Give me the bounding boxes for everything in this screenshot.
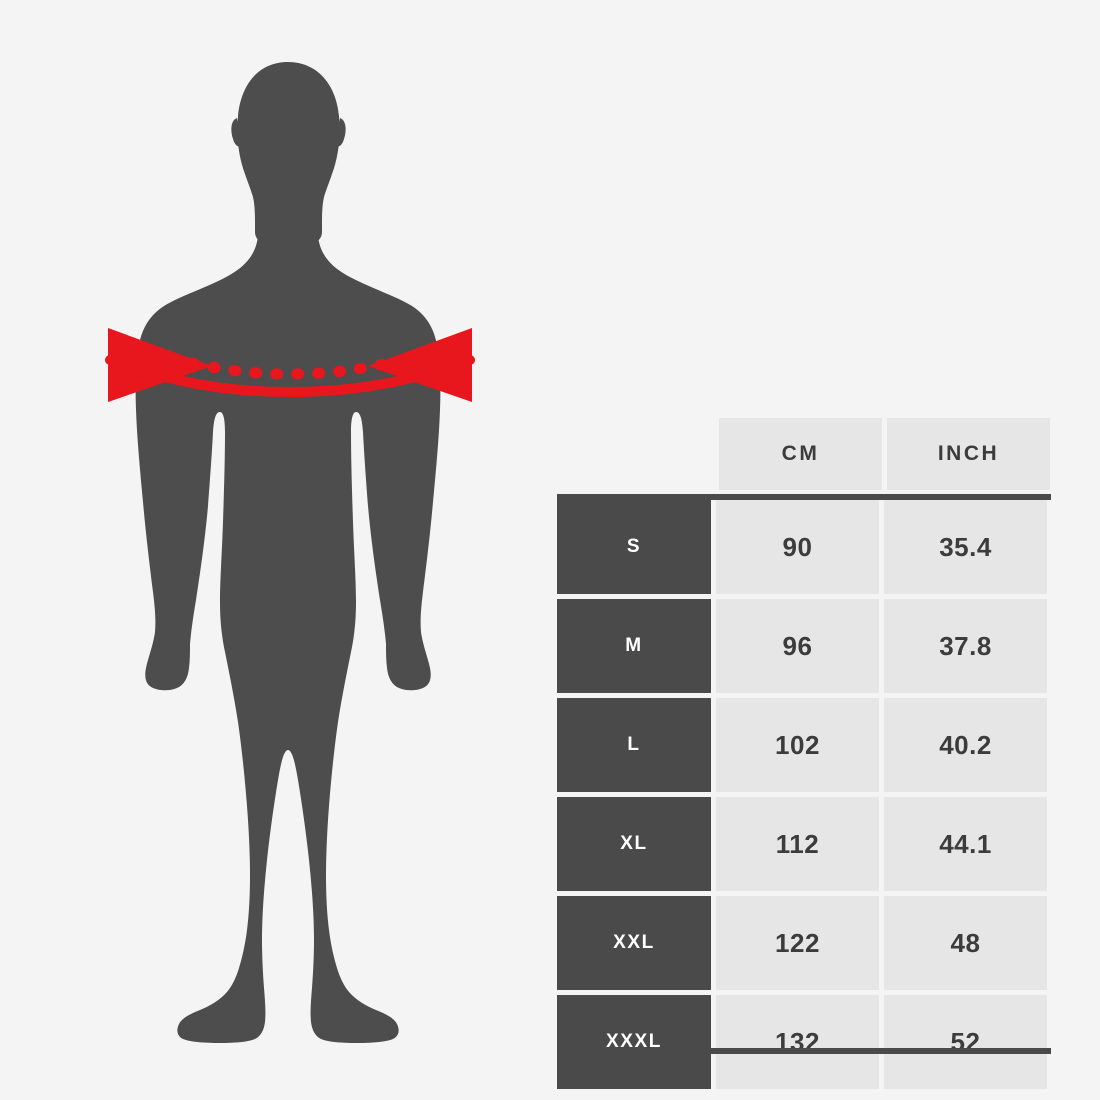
measure-arrowhead-right [368,328,472,402]
cell-size-label: M [557,599,711,693]
size-chart-table: CM INCH S 90 35.4 M 96 37.8 L 102 40.2 X… [551,418,1051,1089]
table-row[interactable]: XL 112 44.1 [551,797,1051,891]
table-top-rule [557,494,1051,500]
cell-cm-value: 112 [716,797,879,891]
cell-cm-value: 132 [716,995,879,1089]
cell-cm-value: 102 [716,698,879,792]
table-bottom-rule [557,1048,1051,1054]
cell-inch-value: 40.2 [884,698,1047,792]
cell-size-label: XL [557,797,711,891]
body-silhouette-shape [135,62,441,1043]
cell-cm-value: 122 [716,896,879,990]
table-row[interactable]: S 90 35.4 [551,500,1051,594]
male-body-rear-view-silhouette [105,62,475,1043]
cell-inch-value: 35.4 [884,500,1047,594]
table-header-cm: CM [719,418,882,490]
cell-cm-value: 90 [716,500,879,594]
table-row[interactable]: XXXL 132 52 [551,995,1051,1089]
table-row[interactable]: XXL 122 48 [551,896,1051,990]
table-row[interactable]: M 96 37.8 [551,599,1051,693]
cell-size-label: XXL [557,896,711,990]
cell-size-label: L [557,698,711,792]
cell-inch-value: 44.1 [884,797,1047,891]
cell-inch-value: 48 [884,896,1047,990]
cell-inch-value: 37.8 [884,599,1047,693]
cell-size-label: XXXL [557,995,711,1089]
table-header-inch: INCH [887,418,1050,490]
measure-line-solid [105,355,475,398]
measure-line-dotted [146,346,434,380]
measure-arrowhead-left [108,328,212,402]
cell-size-label: S [557,500,711,594]
cell-inch-value: 52 [884,995,1047,1089]
table-row[interactable]: L 102 40.2 [551,698,1051,792]
chest-measure-arrow [105,328,475,402]
cell-cm-value: 96 [716,599,879,693]
table-body: S 90 35.4 M 96 37.8 L 102 40.2 XL 112 44… [551,500,1051,1089]
table-header-row: CM INCH [551,418,1051,490]
body-illustration-panel [60,40,520,1070]
table-header-size-spacer [551,418,714,490]
